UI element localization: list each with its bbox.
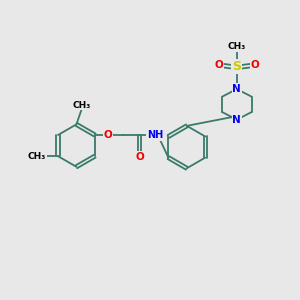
Text: N: N bbox=[232, 84, 241, 94]
Text: NH: NH bbox=[147, 130, 163, 140]
Text: N: N bbox=[232, 115, 241, 125]
Text: CH₃: CH₃ bbox=[73, 101, 91, 110]
Text: CH₃: CH₃ bbox=[28, 152, 46, 161]
Text: O: O bbox=[251, 61, 260, 70]
Text: O: O bbox=[103, 130, 112, 140]
Text: S: S bbox=[232, 61, 242, 74]
Text: O: O bbox=[135, 152, 144, 162]
Text: O: O bbox=[214, 61, 223, 70]
Text: CH₃: CH₃ bbox=[228, 42, 246, 51]
